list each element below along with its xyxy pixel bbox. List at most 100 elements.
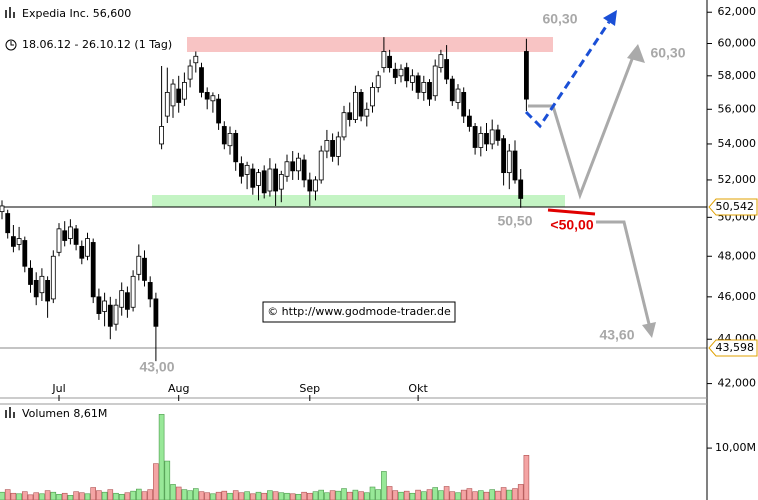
scenario-arrow xyxy=(528,53,636,200)
volume-bar xyxy=(267,490,273,500)
x-tick-label: Aug xyxy=(168,382,189,395)
x-tick-label: Jul xyxy=(51,382,65,395)
volume-icon xyxy=(5,407,15,418)
candle-body xyxy=(0,205,5,213)
candle-body xyxy=(204,91,210,100)
candle-body xyxy=(187,65,193,80)
volume-bar xyxy=(466,488,473,500)
volume-bar xyxy=(438,490,444,500)
candle-body xyxy=(28,267,33,285)
candle-body xyxy=(370,86,375,107)
candle-body xyxy=(438,54,444,69)
candle-body xyxy=(159,126,165,145)
candle-body xyxy=(244,164,250,175)
volume-bar xyxy=(164,460,171,500)
candle-body xyxy=(524,51,529,100)
volume-bar xyxy=(61,492,68,500)
candle-body xyxy=(73,228,79,245)
candle-body xyxy=(33,279,39,298)
volume-title: Volumen 8,61M xyxy=(22,407,107,420)
volume-bar xyxy=(318,489,325,500)
volume-bar xyxy=(500,487,507,500)
candle-body xyxy=(427,82,432,100)
volume-bar xyxy=(27,494,34,500)
volume-bar xyxy=(278,492,285,500)
annotation: 43,00 xyxy=(139,359,174,375)
volume-bar xyxy=(193,488,199,500)
volume-bar xyxy=(90,487,96,500)
candle-body xyxy=(335,136,341,157)
volume-bar xyxy=(352,489,359,500)
x-tick-label: Okt xyxy=(408,382,428,395)
candle-body xyxy=(136,255,142,275)
volume-bar xyxy=(124,492,131,500)
volume-bar xyxy=(523,455,530,500)
candle-body xyxy=(238,163,244,177)
candle-body xyxy=(432,65,438,97)
arrow-head xyxy=(627,44,645,63)
candle-body xyxy=(102,300,107,312)
plot-area xyxy=(0,37,707,500)
volume-bar xyxy=(79,492,85,500)
candle-body xyxy=(68,226,73,239)
candle-body xyxy=(16,238,22,245)
volume-bar xyxy=(415,489,421,500)
volume-bar xyxy=(215,491,222,500)
y-tick-label: 10,00M xyxy=(715,441,756,454)
candle-body xyxy=(381,51,387,69)
candle-body xyxy=(147,282,153,300)
volume-bar xyxy=(73,491,79,500)
candle-body xyxy=(301,159,307,181)
axis-labels: 62,00060,00058,00056,00054,00052,00050,0… xyxy=(51,5,758,454)
candle-body xyxy=(199,67,204,93)
candle-body xyxy=(318,150,324,181)
volume-bar xyxy=(44,490,51,500)
volume-bar xyxy=(289,493,296,500)
volume-bar xyxy=(56,493,62,500)
candle-body xyxy=(176,88,182,103)
volume-bar xyxy=(227,492,233,500)
y-tick-label: 56,000 xyxy=(718,102,757,115)
candle-body xyxy=(461,91,467,117)
y-tick-label: 62,000 xyxy=(718,5,757,18)
volume-bar xyxy=(261,492,268,500)
annotation: 43,60 xyxy=(599,327,634,343)
volume-bar xyxy=(495,490,501,500)
volume-bar xyxy=(335,490,342,500)
candle-body xyxy=(164,91,170,117)
resistance-zone xyxy=(187,37,553,52)
volume-bar xyxy=(16,493,22,500)
candle-body xyxy=(489,129,495,145)
volume-bar xyxy=(358,491,364,500)
volume-bar xyxy=(170,484,176,500)
annotation: 60,30 xyxy=(542,11,577,27)
volume-bar xyxy=(420,491,427,500)
volume-bar xyxy=(341,488,347,500)
candle-body xyxy=(250,168,256,188)
candle-body xyxy=(153,298,159,327)
candle-body xyxy=(484,133,489,145)
volume-bar xyxy=(158,414,165,500)
volume-bar xyxy=(306,492,313,500)
candle-body xyxy=(375,75,381,88)
volume-bar xyxy=(50,491,57,500)
candle-body xyxy=(10,236,16,247)
watermark-box xyxy=(262,301,456,323)
candle-body xyxy=(324,140,330,152)
annotation: 50,50 xyxy=(497,213,532,229)
volume-bar xyxy=(204,492,210,500)
candle-body xyxy=(506,150,512,174)
candle-body xyxy=(273,168,279,192)
candle-body xyxy=(56,228,62,253)
y-tick-label: 46,000 xyxy=(718,290,757,303)
reference-label: 50,542 xyxy=(716,200,755,213)
volume-bar xyxy=(232,490,239,500)
candle-body xyxy=(90,242,96,298)
candle-body xyxy=(261,170,267,194)
volume-bar xyxy=(107,489,114,500)
y-tick-label: 60,000 xyxy=(718,36,757,49)
volume-bar xyxy=(398,491,404,500)
volume-bar xyxy=(449,491,456,500)
candle-body xyxy=(113,304,119,325)
candle-body xyxy=(193,55,199,64)
